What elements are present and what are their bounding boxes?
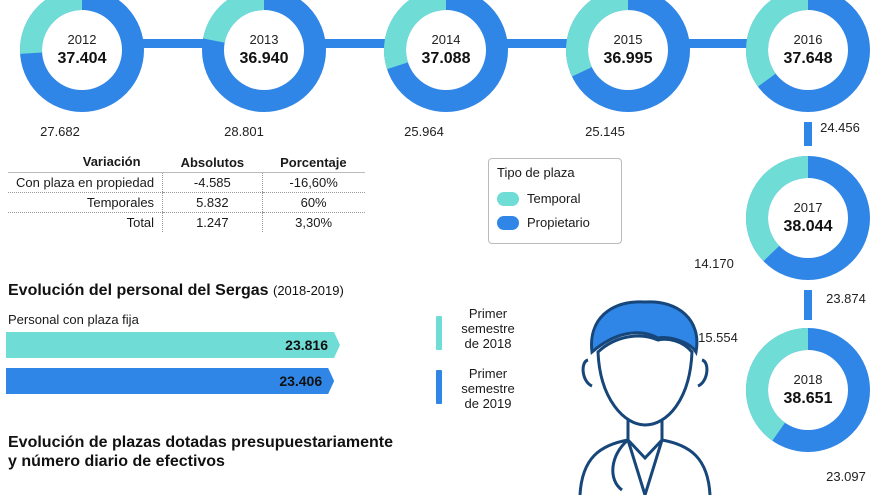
key-label-2019: Primer semestre de 2019 bbox=[448, 366, 528, 411]
donut-total-label: 37.088 bbox=[422, 50, 471, 67]
donut-year-label: 2017 bbox=[794, 200, 823, 215]
table-header-row: Variación Absolutos Porcentaje bbox=[8, 152, 365, 173]
legend-title: Tipo de plaza bbox=[497, 165, 575, 180]
table-cell: 3,30% bbox=[261, 212, 365, 232]
bar-2018 bbox=[6, 332, 340, 358]
table-cell: 60% bbox=[261, 192, 365, 213]
donut-propietario-value: 24.456 bbox=[820, 120, 860, 135]
donut-slice-temporal bbox=[746, 328, 809, 441]
donut-propietario-value: 23.097 bbox=[826, 469, 866, 484]
donut-year-label: 2014 bbox=[432, 32, 461, 47]
donut-temporal-value: 15.554 bbox=[698, 330, 738, 345]
footer-title-line: Evolución de plazas dotadas presupuestar… bbox=[8, 434, 393, 451]
bar-chart-label: Personal con plaza fija bbox=[8, 312, 139, 327]
donut-slice-temporal bbox=[20, 0, 83, 54]
connector-line bbox=[324, 39, 386, 48]
donut-total-label: 37.648 bbox=[784, 50, 833, 67]
donut-year-label: 2018 bbox=[794, 372, 823, 387]
donut-propietario-value: 28.801 bbox=[224, 124, 264, 139]
donut-propietario-value: 25.145 bbox=[585, 124, 625, 139]
bar-2019 bbox=[6, 368, 335, 394]
table-row: Con plaza en propiedad -4.585 -16,60% bbox=[8, 172, 365, 193]
donut-propietario-value: 23.874 bbox=[826, 291, 866, 306]
doctor-illustration-icon bbox=[578, 300, 712, 495]
table-cell: -16,60% bbox=[261, 172, 365, 193]
donut-slice-temporal bbox=[746, 156, 809, 262]
key-line: Primer bbox=[468, 366, 508, 381]
column-header: Absolutos bbox=[162, 152, 263, 173]
column-header: Porcentaje bbox=[262, 152, 365, 173]
donut-propietario-value: 27.682 bbox=[40, 124, 80, 139]
donut-2014: 2014 37.088 25.964 bbox=[384, 0, 508, 139]
legend-swatch-temporal bbox=[497, 191, 519, 206]
key-line: semestre bbox=[461, 321, 515, 336]
section-title: Evolución del personal del Sergas (2018-… bbox=[8, 282, 344, 300]
legend-swatch-propietario bbox=[497, 215, 519, 230]
connector-line bbox=[142, 39, 204, 48]
variation-table: Variación Absolutos Porcentaje Con plaza… bbox=[8, 152, 365, 232]
legend-item-temporal: Temporal bbox=[497, 191, 580, 206]
section-title-text: Evolución del personal del Sergas bbox=[8, 282, 269, 299]
donut-total-label: 38.651 bbox=[784, 390, 833, 407]
donut-2012: 2012 37.404 27.682 bbox=[20, 0, 144, 139]
connector-line bbox=[804, 122, 812, 146]
horizontal-bar-chart: 23.816 23.406 bbox=[6, 332, 340, 394]
table-cell: Total bbox=[126, 215, 155, 230]
legend: Tipo de plaza Temporal Propietario bbox=[488, 158, 622, 244]
donut-2013: 2013 36.940 28.801 bbox=[202, 0, 326, 139]
legend-label: Propietario bbox=[527, 215, 590, 230]
donut-year-label: 2016 bbox=[794, 32, 823, 47]
donut-slice-temporal bbox=[203, 0, 265, 44]
legend-item-propietario: Propietario bbox=[497, 215, 590, 230]
donut-slice-temporal bbox=[566, 0, 629, 77]
bar-value-label: 23.816 bbox=[285, 337, 328, 353]
table-row: Temporales 5.832 60% bbox=[8, 192, 365, 213]
donut-temporal-value: 14.170 bbox=[694, 256, 734, 271]
key-marker-2018 bbox=[436, 316, 442, 350]
table-cell: 1.247 bbox=[162, 212, 263, 232]
donut-2016: 2016 37.648 24.456 bbox=[746, 0, 870, 135]
key-marker-2019 bbox=[436, 370, 442, 404]
donut-total-label: 38.044 bbox=[784, 218, 833, 235]
connector-line bbox=[688, 39, 748, 48]
donut-slice-propietario bbox=[202, 0, 326, 112]
key-label-2018: Primer semestre de 2018 bbox=[448, 306, 528, 351]
donut-slice-temporal bbox=[384, 0, 447, 70]
donut-propietario-value: 25.964 bbox=[404, 124, 444, 139]
section-subtitle: (2018-2019) bbox=[272, 283, 344, 298]
key-line: de 2019 bbox=[464, 396, 512, 411]
table-cell: Con plaza en propiedad bbox=[8, 172, 163, 193]
table-cell: -4.585 bbox=[162, 172, 263, 193]
connector-line bbox=[804, 290, 812, 320]
table-cell: 5.832 bbox=[162, 192, 263, 213]
connector-line bbox=[506, 39, 568, 48]
key-line: de 2018 bbox=[464, 336, 512, 351]
key-line: semestre bbox=[461, 381, 515, 396]
bar-value-label: 23.406 bbox=[279, 373, 322, 389]
footer-title-line: y número diario de efectivos bbox=[8, 453, 225, 470]
footer-title: Evolución de plazas dotadas presupuestar… bbox=[8, 433, 393, 471]
key-line: Primer bbox=[468, 306, 508, 321]
donut-2018: 2018 38.651 23.097 15.554 bbox=[698, 328, 870, 484]
column-header: Variación bbox=[8, 152, 163, 173]
donut-2015: 2015 36.995 25.145 bbox=[566, 0, 690, 139]
donut-total-label: 37.404 bbox=[58, 50, 107, 67]
donut-slice-temporal bbox=[746, 0, 809, 87]
table-cell: Temporales bbox=[8, 192, 163, 213]
donut-year-label: 2012 bbox=[68, 32, 97, 47]
donut-total-label: 36.995 bbox=[604, 50, 653, 67]
donut-total-label: 36.940 bbox=[240, 50, 289, 67]
donut-year-label: 2015 bbox=[614, 32, 643, 47]
donut-year-label: 2013 bbox=[250, 32, 279, 47]
donut-2017: 2017 38.044 23.874 14.170 bbox=[694, 156, 870, 306]
table-row: Total 1.247 3,30% bbox=[8, 212, 365, 232]
legend-label: Temporal bbox=[527, 191, 581, 206]
